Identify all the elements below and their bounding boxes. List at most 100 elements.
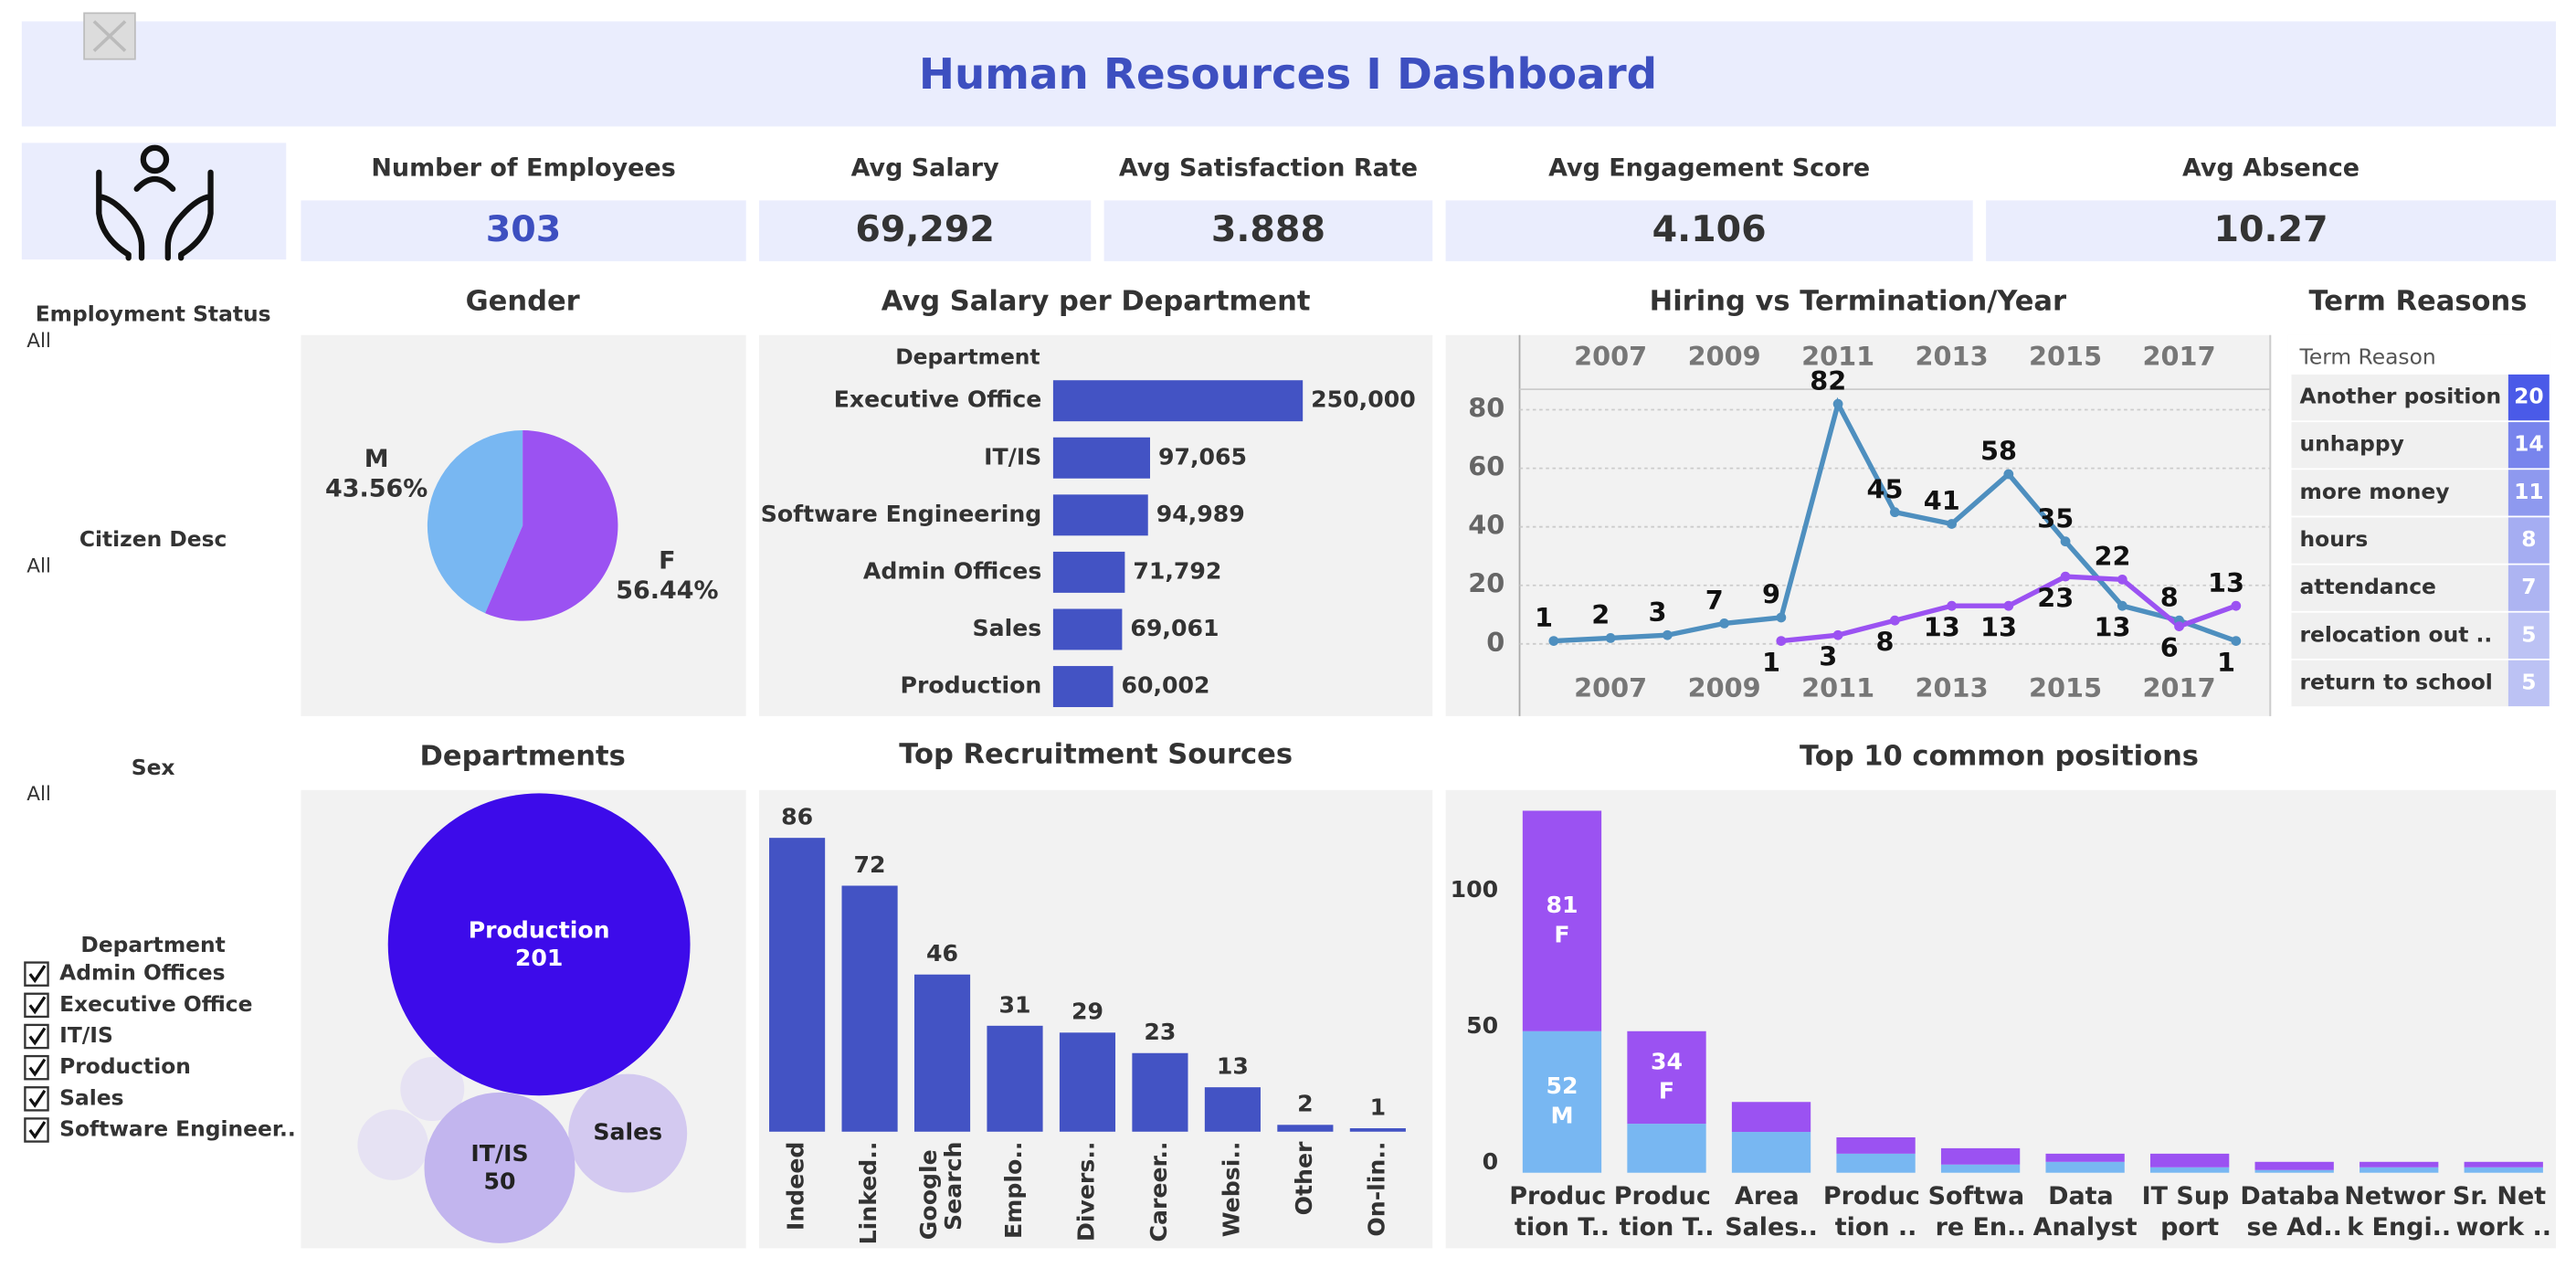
kpi-label: Avg Absence (2182, 154, 2360, 183)
value-label: 3 (1819, 640, 1837, 671)
bar-segment (1522, 1030, 1602, 1173)
row-bg (2291, 374, 2508, 421)
bar-segment (1627, 1124, 1706, 1173)
x-tick-label: 2013 (1916, 672, 1989, 703)
y-tick-label: Executive Office (834, 386, 1042, 413)
line-point (2117, 600, 2127, 611)
filter-value[interactable]: All (26, 330, 51, 353)
value-label: 1 (1535, 602, 1553, 633)
bar-segment (2045, 1161, 2125, 1173)
segment-name: F (1554, 921, 1569, 947)
chart-title: Departments (420, 740, 626, 772)
value-label: 13 (1980, 611, 2017, 642)
value-label: 6 (2160, 632, 2179, 663)
title-band (21, 21, 2557, 127)
value-label: 7 (1705, 585, 1724, 616)
panel (1445, 789, 2556, 1249)
line-point (2174, 621, 2184, 631)
bar (1059, 1032, 1116, 1132)
heat-cell (2507, 517, 2550, 564)
line-point (1776, 636, 1787, 647)
filter-title: Sex (132, 755, 175, 780)
x-tick-label: 2007 (1574, 672, 1647, 703)
x-tick-label: 2017 (2143, 341, 2216, 372)
bubble (387, 793, 691, 1096)
chart-title: Hiring vs Termination/Year (1650, 285, 2066, 317)
row-bg (2291, 517, 2508, 564)
checkbox-check (28, 996, 47, 1015)
line-point (1776, 612, 1787, 623)
value-label: 86 (781, 804, 813, 830)
checkbox[interactable] (24, 992, 49, 1019)
x-tick-label: Sr. Net work .. (2453, 1181, 2555, 1241)
heat-cell (2507, 565, 2550, 611)
x-tick-label: Indeed (783, 1142, 809, 1231)
bar-segment (1940, 1164, 2021, 1173)
bar (1052, 437, 1151, 479)
x-tick-label: Career.. (1145, 1142, 1172, 1242)
bar (769, 838, 826, 1132)
filter-value[interactable]: All (26, 555, 51, 577)
segment-value: 52 (1546, 1073, 1578, 1099)
segment-value: 34 (1651, 1048, 1683, 1074)
cell-value: 20 (2514, 384, 2544, 409)
bubble-label: Production (469, 916, 610, 943)
filter-title: Department (80, 932, 225, 957)
segment-name: F (1659, 1078, 1674, 1104)
checkbox-label: Admin Offices (59, 960, 225, 986)
line-point (2003, 469, 2014, 480)
x-tick-label: Area Sales.. (1725, 1181, 1818, 1241)
y-tick-label: Sales (973, 615, 1042, 641)
logo-icon (96, 144, 214, 261)
bar (913, 974, 971, 1132)
value-label: 9 (1762, 579, 1780, 610)
bar (1052, 380, 1304, 422)
x-tick-label: Divers.. (1072, 1142, 1099, 1242)
close-button[interactable] (83, 12, 136, 60)
bar-segment (1627, 1030, 1706, 1125)
x-tick-label: Produc tion T.. (1614, 1181, 1719, 1241)
line-point (1662, 629, 1673, 640)
checkbox[interactable] (24, 961, 49, 987)
bar (1052, 608, 1123, 650)
checkbox[interactable] (24, 1023, 49, 1050)
value-label: 41 (1924, 485, 1960, 516)
bar (1052, 551, 1125, 593)
heat-cell (2507, 660, 2550, 707)
filter-title: Employment Status (36, 301, 271, 327)
value-label: 23 (2037, 582, 2074, 613)
checkbox[interactable] (24, 1086, 49, 1112)
value-label: 13 (1217, 1053, 1249, 1080)
bar-segment (2360, 1161, 2439, 1168)
checkbox-box (24, 1023, 49, 1050)
value-label: 13 (2208, 567, 2244, 598)
kpi-value: 3.888 (1211, 208, 1325, 250)
checkbox[interactable] (24, 1117, 49, 1143)
kpi-box (1445, 200, 1973, 261)
x-tick-label: Networ k Engi.. (2344, 1181, 2454, 1241)
value-label: 82 (1810, 365, 1846, 396)
value-label: 29 (1072, 999, 1103, 1025)
kpi-box (1986, 200, 2556, 261)
y-tick-label: Software Engineering (761, 501, 1042, 527)
x-tick-label: 2013 (1916, 341, 1989, 372)
segment-value: 81 (1546, 892, 1578, 918)
checkbox[interactable] (24, 1054, 49, 1081)
line-point (1889, 507, 1900, 518)
x-tick-label: Emplo.. (1000, 1142, 1027, 1239)
y-tick-label: 100 (1451, 876, 1499, 903)
value-label: 1 (1370, 1094, 1387, 1120)
y-tick-label: 50 (1466, 1012, 1498, 1039)
chart-title: Term Reasons (2308, 285, 2527, 317)
value-label: 3 (1649, 597, 1667, 628)
x-tick-label: On-lin.. (1363, 1142, 1389, 1237)
bar (987, 1025, 1043, 1132)
checkbox-check (28, 965, 47, 984)
value-label: 46 (926, 940, 958, 967)
bar-segment (2464, 1161, 2543, 1168)
row-bg (2291, 612, 2508, 659)
filter-value[interactable]: All (26, 783, 51, 806)
value-label: 45 (1867, 473, 1904, 504)
y-tick-label: 0 (1486, 627, 1504, 658)
